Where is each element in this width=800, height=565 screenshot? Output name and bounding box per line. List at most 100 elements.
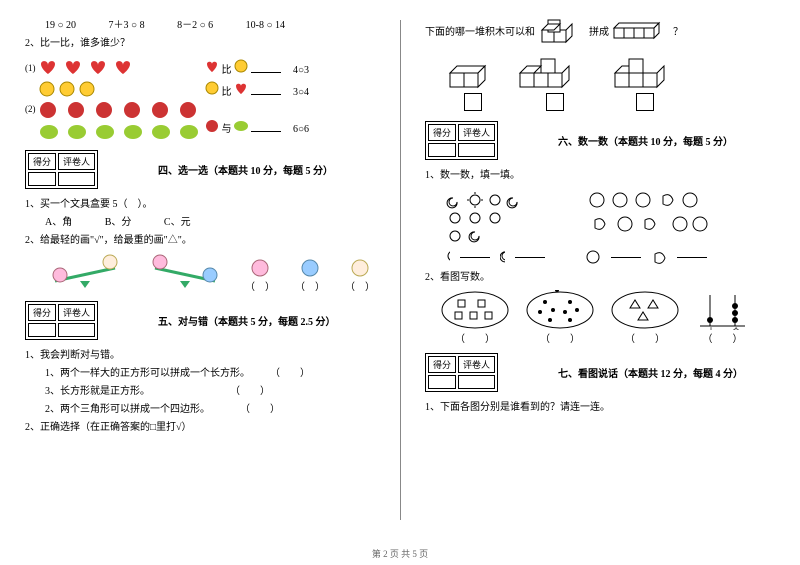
sec4-q2: 2、给最轻的画"√"，给最重的画"△"。: [25, 233, 375, 248]
section-4-header: 得分评卷人 四、选一选（本题共 10 分，每题 5 分）: [25, 150, 375, 189]
compare-figure: (1) (2): [25, 56, 375, 142]
apple-row-icon: [36, 98, 206, 120]
score-box: 得分评卷人: [25, 150, 98, 189]
blank[interactable]: [611, 248, 641, 258]
score-label: 得分: [28, 304, 56, 321]
heart-icon: [205, 59, 219, 73]
smiley-icon: [205, 81, 219, 95]
tf-1: 1、两个一样大的正方形可以拼成一个长方形。 （ ）: [45, 366, 375, 381]
ans-3: 6○6: [293, 124, 309, 135]
sec5-title: 五、对与错（本题共 5 分，每题 2.5 分）: [158, 313, 336, 328]
smiley-icon: [234, 59, 248, 73]
label-2: (2): [25, 104, 36, 114]
paren-blank[interactable]: （ ）: [525, 330, 595, 345]
sec4-title: 四、选一选（本题共 10 分，每题 5 分）: [158, 162, 333, 177]
moon-icon: [500, 248, 505, 264]
grader-label: 评卷人: [58, 304, 95, 321]
blank[interactable]: [677, 248, 707, 258]
blank[interactable]: [515, 248, 545, 258]
pear-icon: [234, 118, 248, 132]
opt-c: C、元: [164, 217, 191, 228]
block-options: [445, 51, 775, 113]
right-column: 下面的哪一堆积木可以和 拼成 ？: [400, 0, 800, 540]
sec5-q2: 2、正确选择（在正确答案的□里打√）: [25, 420, 375, 435]
label-1: (1): [25, 63, 36, 73]
sun-icon: [445, 248, 450, 264]
answer-box[interactable]: [636, 93, 654, 111]
animal-1-icon: [250, 258, 270, 278]
apple-icon: [205, 118, 219, 132]
paren-blank[interactable]: （ ）: [695, 330, 750, 345]
sec7-q1: 1、下面各图分别是谁看到的？请连一连。: [425, 400, 775, 415]
blank[interactable]: [460, 248, 490, 258]
qmark: ？: [673, 25, 683, 40]
tf-item: 2、两个三角形可以拼成一个四边形。: [45, 404, 205, 415]
score-box: 得分评卷人: [425, 353, 498, 392]
oval-dots-icon: [525, 290, 595, 330]
count-answer-row: [445, 248, 775, 264]
score-box: 得分评卷人: [425, 121, 498, 160]
grader-label: 评卷人: [458, 356, 495, 373]
cmp-2: 7＋3 ○ 8: [109, 20, 145, 31]
paren-blank[interactable]: （ ）: [440, 330, 510, 345]
hearts-row-icon: [36, 56, 196, 80]
seesaw-1-icon: [45, 253, 125, 293]
answer-box[interactable]: [546, 93, 564, 111]
seesaw-figure: （ ） （ ） （ ）: [45, 253, 375, 293]
grader-label: 评卷人: [58, 153, 95, 170]
cmp-4: 10-8 ○ 14: [246, 20, 285, 31]
section-7-header: 得分评卷人 七、看图说话（本题共 12 分，每题 4 分）: [425, 353, 775, 392]
bi-label-2: 比: [222, 87, 232, 98]
oval-triangles-icon: [610, 290, 680, 330]
oval-squares-icon: [440, 290, 510, 330]
tf-2: 3、长方形就是正方形。 （ ）: [45, 384, 375, 399]
blank[interactable]: [251, 63, 281, 73]
tf-item: 1、两个一样大的正方形可以拼成一个长方形。: [45, 368, 245, 379]
score-box: 得分评卷人: [25, 301, 98, 340]
sec4-opts: A、角 B、分 C、元: [45, 215, 375, 230]
abacus-icon: 十个: [695, 290, 750, 330]
paren-blank[interactable]: （ ）: [345, 278, 375, 293]
target-blocks-2-icon: [611, 20, 671, 44]
count-shapes-figure: （ ） （ ） （ ） 十个: [440, 290, 775, 345]
ans-1: 4○3: [293, 65, 309, 76]
paren-blank[interactable]: （ ）: [295, 278, 325, 293]
score-label: 得分: [428, 356, 456, 373]
score-label: 得分: [28, 153, 56, 170]
fruits-icon: [585, 188, 715, 243]
sec6-q1: 1、数一数，填一填。: [425, 168, 775, 183]
blocks-opt-2-icon: [515, 51, 595, 91]
answer-box[interactable]: [464, 93, 482, 111]
sec4-q1: 1、买一个文具盒要 5（ ）。: [25, 197, 375, 212]
bi-label: 比: [222, 65, 232, 76]
ans-row-2: 比 3○4: [205, 81, 365, 100]
grader-label: 评卷人: [458, 124, 495, 141]
ans-row-3: 与 6○6: [205, 118, 365, 137]
paren-blank[interactable]: （ ）: [610, 330, 680, 345]
paren-blank[interactable]: （ ）: [245, 278, 275, 293]
blocks-opt-1-icon: [445, 51, 500, 91]
sec7-title: 七、看图说话（本题共 12 分，每题 4 分）: [558, 365, 743, 380]
blocks-q-text: 下面的哪一堆积木可以和: [425, 25, 535, 40]
score-label: 得分: [428, 124, 456, 141]
blank[interactable]: [251, 85, 281, 95]
smiley-row-icon: [37, 80, 197, 98]
section-6-header: 得分评卷人 六、数一数（本题共 10 分，每题 5 分）: [425, 121, 775, 160]
sec6-q2: 2、看图写数。: [425, 270, 775, 285]
cmp-1: 19 ○ 20: [45, 20, 76, 31]
left-column: 19 ○ 20 7＋3 ○ 8 8－2 ○ 6 10-8 ○ 14 2、比一比，…: [0, 0, 400, 540]
yu-label: 与: [222, 124, 232, 135]
blank[interactable]: [251, 122, 281, 132]
section-5-header: 得分评卷人 五、对与错（本题共 5 分，每题 2.5 分）: [25, 301, 375, 340]
ans-row-1: 比 4○3: [205, 59, 365, 78]
blocks-opt-3-icon: [610, 51, 680, 91]
heart-icon: [234, 81, 248, 95]
blocks-question: 下面的哪一堆积木可以和 拼成 ？: [425, 18, 775, 46]
leaf-icon: [651, 248, 667, 264]
pear-row-icon: [37, 120, 207, 142]
q2-title: 2、比一比，谁多谁少？: [25, 36, 375, 51]
blocks-q2-text: 拼成: [589, 25, 609, 40]
page-footer: 第 2 页 共 5 页: [0, 547, 800, 560]
opt-a: A、角: [45, 217, 72, 228]
moons-suns-icon: [445, 188, 545, 243]
